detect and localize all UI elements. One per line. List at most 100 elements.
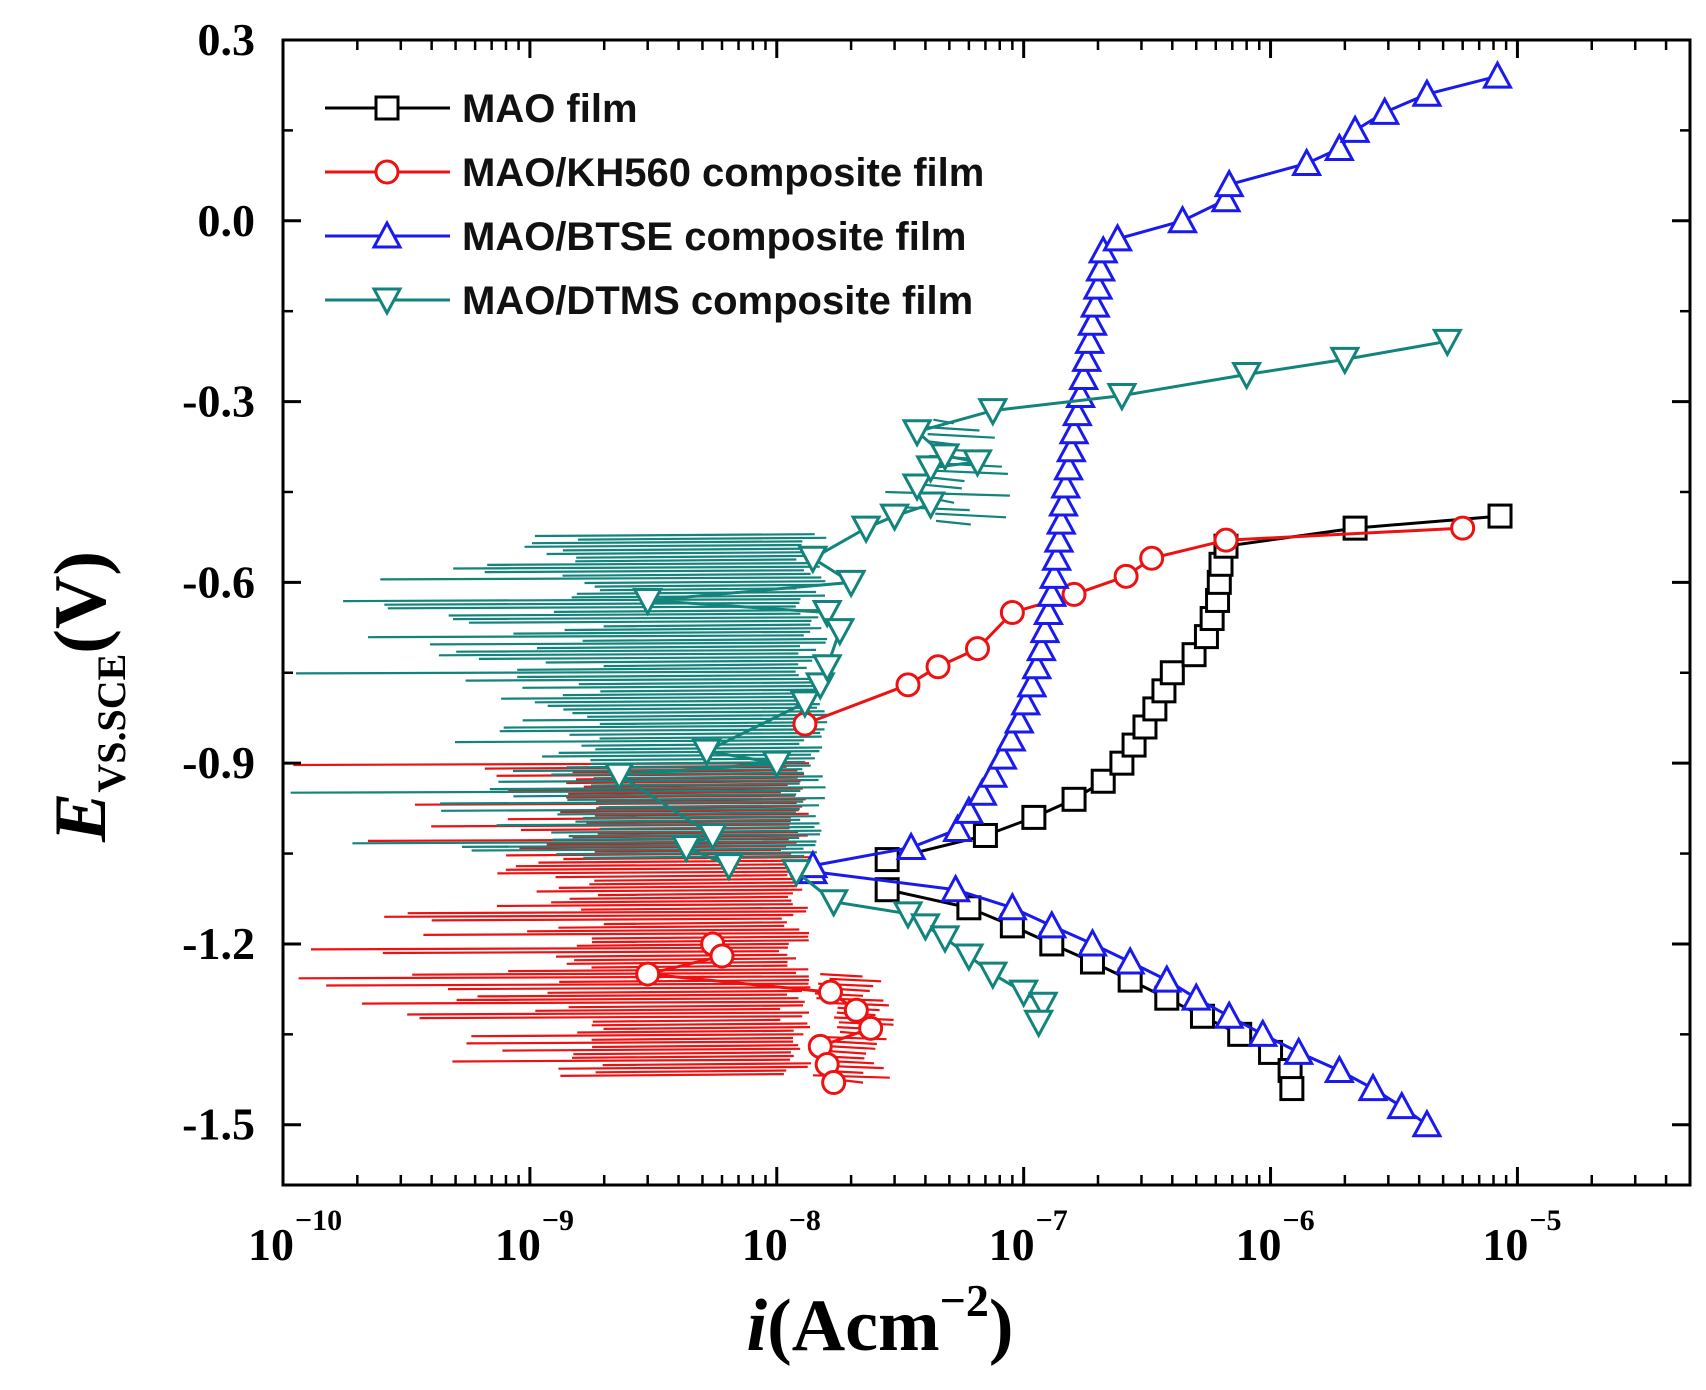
data-point (895, 672, 921, 698)
data-point (843, 997, 869, 1023)
data-point (1047, 487, 1080, 517)
data-point (1213, 1000, 1245, 1029)
data-point (915, 455, 947, 485)
data-point (940, 873, 972, 903)
data-point (1411, 78, 1443, 107)
data-point (977, 398, 1009, 427)
data-point (1342, 515, 1368, 541)
data-point (709, 943, 735, 969)
data-point (1247, 1018, 1279, 1047)
data-point (953, 795, 985, 824)
data-point (874, 877, 900, 903)
x-tick-exponent: −6 (1283, 1204, 1315, 1237)
data-point (1213, 168, 1245, 198)
data-point (1283, 1036, 1315, 1065)
x-tick-label: 10 (989, 1219, 1035, 1270)
x-tick-exponent: −8 (789, 1204, 821, 1237)
data-point (789, 690, 821, 720)
data-point (901, 419, 933, 448)
data-point (761, 750, 793, 780)
data-point (1071, 343, 1103, 372)
x-tick-exponent: −10 (295, 1204, 342, 1237)
axis-titles: i(Acm−2) EVS.SCE(V) (40, 551, 1014, 1367)
data-point (780, 859, 812, 888)
y-tick-label: -0.6 (182, 556, 255, 607)
y-tick-label: -0.3 (182, 376, 255, 427)
data-point (1061, 581, 1087, 607)
data-point (895, 831, 927, 861)
data-point (1045, 505, 1077, 535)
y-tick-label: 0.3 (198, 14, 256, 65)
x-tick-label: 10 (742, 1219, 788, 1270)
data-point (1139, 545, 1165, 571)
series-layer (603, 60, 1513, 1138)
data-point (670, 835, 702, 864)
data-point (632, 587, 664, 617)
legend-marker (371, 287, 403, 317)
data-point (1023, 1009, 1055, 1039)
y-tick-label: -1.2 (182, 918, 255, 969)
x-tick-exponent: −5 (1529, 1204, 1561, 1237)
series-2 (797, 60, 1513, 1138)
data-point (1010, 686, 1042, 716)
legend-item: MAO/DTMS composite film (325, 279, 973, 323)
data-point (1061, 397, 1093, 427)
data-point (1151, 963, 1183, 993)
data-point (1291, 147, 1323, 177)
data-point (1025, 632, 1057, 662)
data-point (1213, 527, 1239, 553)
data-point (1329, 346, 1361, 376)
data-point (1357, 1072, 1389, 1102)
data-point (1411, 1108, 1443, 1138)
data-point (1061, 786, 1087, 812)
legend-label: MAO film (462, 87, 638, 131)
data-point (1016, 668, 1048, 698)
y-tick-label: 0.0 (198, 195, 256, 246)
legend: MAO film MAO/KH560 composite film MAO/BTSE… (325, 87, 984, 323)
data-point (1050, 469, 1082, 499)
data-point (1076, 927, 1108, 957)
data-point (996, 891, 1028, 921)
data-point (1036, 578, 1068, 607)
x-tick-label: 10 (1482, 1219, 1528, 1270)
data-point (986, 740, 1018, 770)
data-point (1055, 433, 1087, 463)
data-point (1038, 560, 1070, 589)
data-point (635, 961, 661, 987)
data-point (1386, 1090, 1418, 1120)
data-point (603, 762, 635, 792)
data-point (697, 822, 729, 852)
data-point (1102, 222, 1134, 252)
data-point (966, 777, 998, 806)
series-line-0-1 (886, 514, 1501, 862)
data-point (915, 491, 947, 521)
data-point (835, 569, 867, 599)
x-axis-title: i(Acm−2) (747, 1275, 1014, 1367)
x-tick-label: 10 (248, 1219, 294, 1270)
data-point (797, 545, 829, 575)
data-point (1481, 60, 1513, 89)
legend-marker (374, 95, 400, 121)
data-point (961, 449, 993, 478)
x-tick-exponent: −9 (542, 1204, 574, 1237)
data-point (977, 759, 1009, 788)
data-point (1106, 383, 1138, 412)
legend-label: MAO/BTSE composite film (462, 215, 967, 259)
data-point (1369, 96, 1401, 125)
legend-label: MAO/KH560 composite film (462, 151, 984, 195)
data-point (1041, 542, 1073, 571)
data-point (1180, 982, 1212, 1011)
data-point (1487, 503, 1513, 529)
dtms-noise (290, 533, 828, 859)
data-point (1053, 451, 1085, 481)
data-point (1090, 768, 1116, 794)
data-point (818, 889, 850, 918)
y-axis-title: EVS.SCE(V) (40, 551, 134, 843)
data-point (1159, 660, 1185, 686)
data-point (1029, 614, 1061, 644)
data-point (1068, 361, 1100, 390)
data-point (999, 600, 1025, 625)
data-point (1021, 650, 1053, 680)
data-point (956, 895, 982, 921)
